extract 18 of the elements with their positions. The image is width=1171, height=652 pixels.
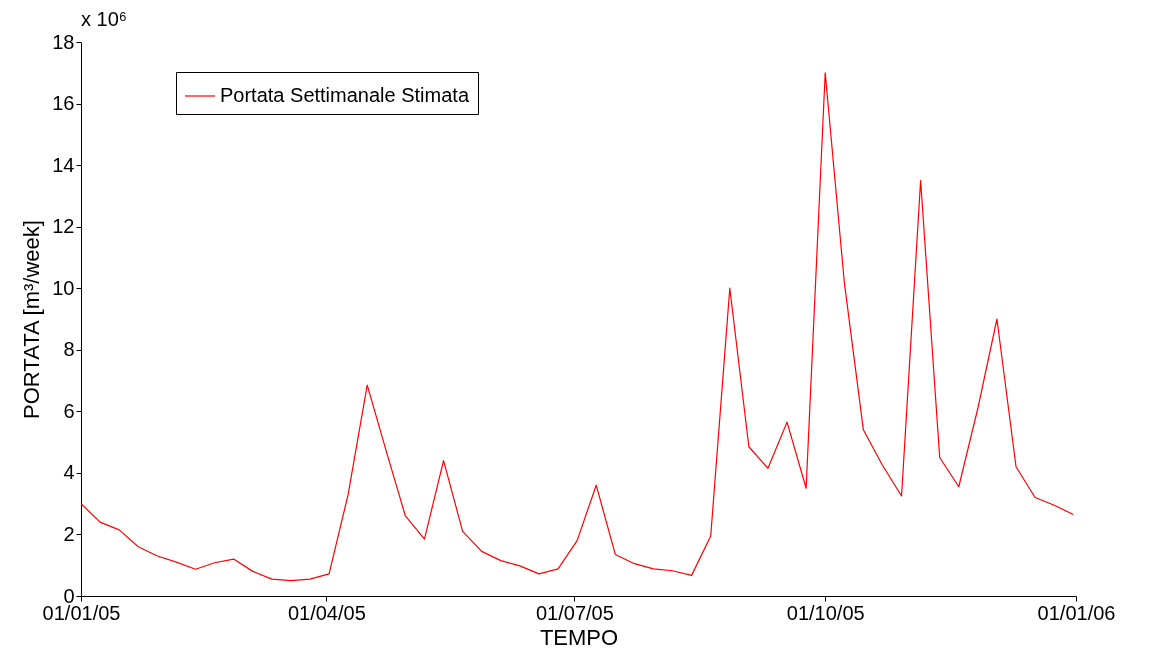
y-tick-label: 10: [52, 276, 75, 299]
x-tick-label: 01/07/05: [535, 601, 614, 624]
x-tick-label: 01/10/05: [786, 601, 865, 624]
y-tick-label: 2: [63, 522, 75, 545]
y-tick-label: 18: [52, 30, 75, 53]
y-tick-label: 12: [52, 215, 75, 238]
x-tick-label: 01/01/06: [1037, 601, 1116, 624]
y-axis-title: PORTATA [m³/week]: [19, 220, 45, 419]
x-axis-title: TEMPO: [539, 624, 619, 650]
y-tick-label: 14: [52, 153, 75, 176]
text: x 10⁶: [81, 8, 128, 30]
line-series: [80, 72, 1074, 582]
y-tick-label: 8: [63, 338, 75, 361]
y-tick-label: 16: [52, 92, 75, 115]
x-tick-label: 01/04/05: [287, 601, 366, 624]
y-tick-label: 6: [63, 399, 75, 422]
legend-label: Portata Settimanale Stimata: [220, 84, 470, 106]
y-tick-label: 4: [63, 461, 75, 484]
